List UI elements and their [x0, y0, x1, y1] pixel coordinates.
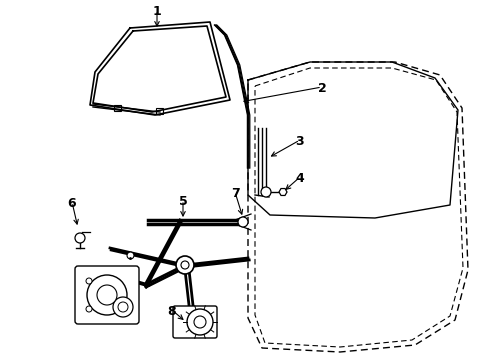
Bar	[156, 108, 163, 114]
Circle shape	[97, 285, 117, 305]
Circle shape	[86, 306, 92, 312]
Bar	[114, 105, 121, 111]
Circle shape	[113, 297, 133, 317]
Circle shape	[176, 256, 194, 274]
Circle shape	[181, 261, 189, 269]
Polygon shape	[279, 189, 286, 195]
Circle shape	[238, 217, 247, 227]
Text: 3: 3	[295, 135, 304, 148]
Text: 8: 8	[167, 305, 176, 318]
Circle shape	[186, 309, 213, 335]
Circle shape	[87, 275, 127, 315]
Circle shape	[86, 278, 92, 284]
FancyBboxPatch shape	[173, 306, 217, 338]
Text: 1: 1	[152, 5, 161, 18]
Circle shape	[118, 302, 128, 312]
Text: 4: 4	[295, 172, 304, 185]
Text: 2: 2	[317, 82, 325, 95]
Circle shape	[194, 316, 205, 328]
FancyBboxPatch shape	[75, 266, 139, 324]
Text: 5: 5	[178, 195, 187, 208]
Text: 7: 7	[230, 187, 239, 200]
Text: 6: 6	[67, 197, 76, 210]
Circle shape	[261, 187, 270, 197]
Circle shape	[75, 233, 85, 243]
